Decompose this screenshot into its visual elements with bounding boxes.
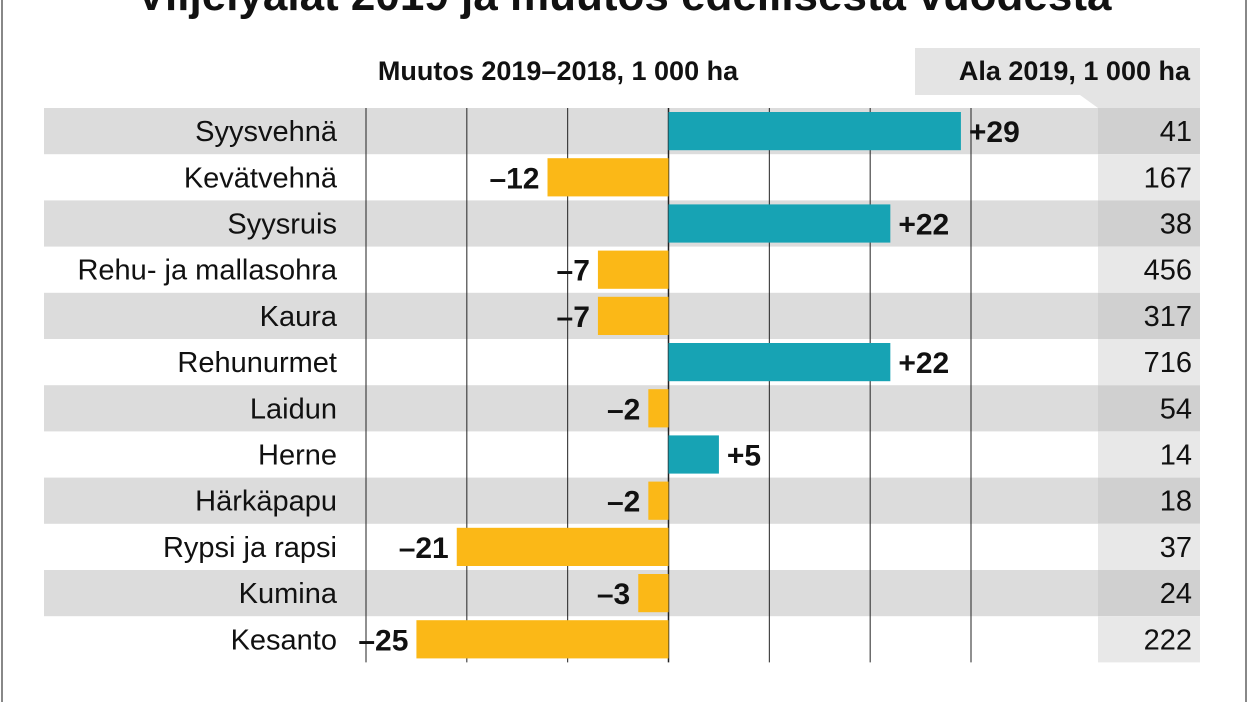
row-band [44,292,1098,339]
category-label: Syysruis [227,209,337,241]
area-cell [1098,477,1200,524]
table-header: Ala 2019, 1 000 ha [959,56,1191,86]
bar [638,574,669,613]
bar [597,296,669,335]
row-band [44,477,1098,524]
category-label: Laidun [250,393,337,425]
value-label: –3 [597,578,630,611]
bar [547,158,669,197]
area-cell [1098,570,1200,617]
area-value: 222 [1144,624,1192,656]
area-value: 456 [1144,255,1192,287]
area-value: 167 [1144,162,1192,194]
x-axis-label: Muutos 2019–2018, 1 000 ha [378,56,739,86]
area-cell [1098,523,1200,570]
area-cell [1098,246,1200,293]
area-cell [1098,154,1200,201]
value-label: +29 [969,116,1020,149]
value-label: –7 [557,255,590,288]
row-band [44,570,1098,617]
category-label: Rehunurmet [177,347,337,379]
area-value: 24 [1160,578,1192,610]
category-label: Kumina [239,578,338,610]
bar [456,527,669,566]
row-band [44,385,1098,432]
area-value: 18 [1160,486,1192,518]
area-cell [1098,108,1200,155]
area-cell [1098,339,1200,386]
category-label: Rehu- ja mallasohra [77,255,337,287]
area-cell [1098,385,1200,432]
bar [416,620,669,659]
category-label: Herne [258,440,337,472]
value-label: –2 [607,393,640,426]
bar [597,250,669,289]
area-value: 38 [1160,209,1192,241]
value-label: +22 [898,209,949,242]
table-header-box [915,48,1200,108]
value-label: –7 [557,301,590,334]
area-value: 716 [1144,347,1192,379]
value-label: –25 [358,624,408,657]
value-label: +5 [727,440,761,473]
bar [648,481,669,520]
area-value: 41 [1160,116,1192,148]
row-band [44,200,1098,247]
area-cell [1098,616,1200,663]
category-label: Kevätvehnä [184,162,338,194]
chart-title: Viljelyalat 2019 ja muutos edellisestä v… [137,0,1113,20]
bar [668,343,891,382]
bar [648,389,669,428]
value-label: –12 [489,162,539,195]
category-label: Kaura [260,301,338,333]
category-label: Rypsi ja rapsi [163,532,337,564]
area-cell [1098,292,1200,339]
value-label: –21 [399,532,449,565]
category-label: Syysvehnä [195,116,338,148]
category-label: Härkäpapu [195,486,337,518]
area-value: 14 [1160,440,1192,472]
area-cell [1098,200,1200,247]
area-cell [1098,431,1200,478]
value-label: –2 [607,486,640,519]
bar [668,204,891,243]
bar [668,435,719,474]
category-label: Kesanto [231,624,337,656]
area-value: 54 [1160,393,1192,425]
value-label: +22 [898,347,949,380]
area-value: 37 [1160,532,1192,564]
area-value: 317 [1144,301,1192,333]
bar [668,112,961,151]
